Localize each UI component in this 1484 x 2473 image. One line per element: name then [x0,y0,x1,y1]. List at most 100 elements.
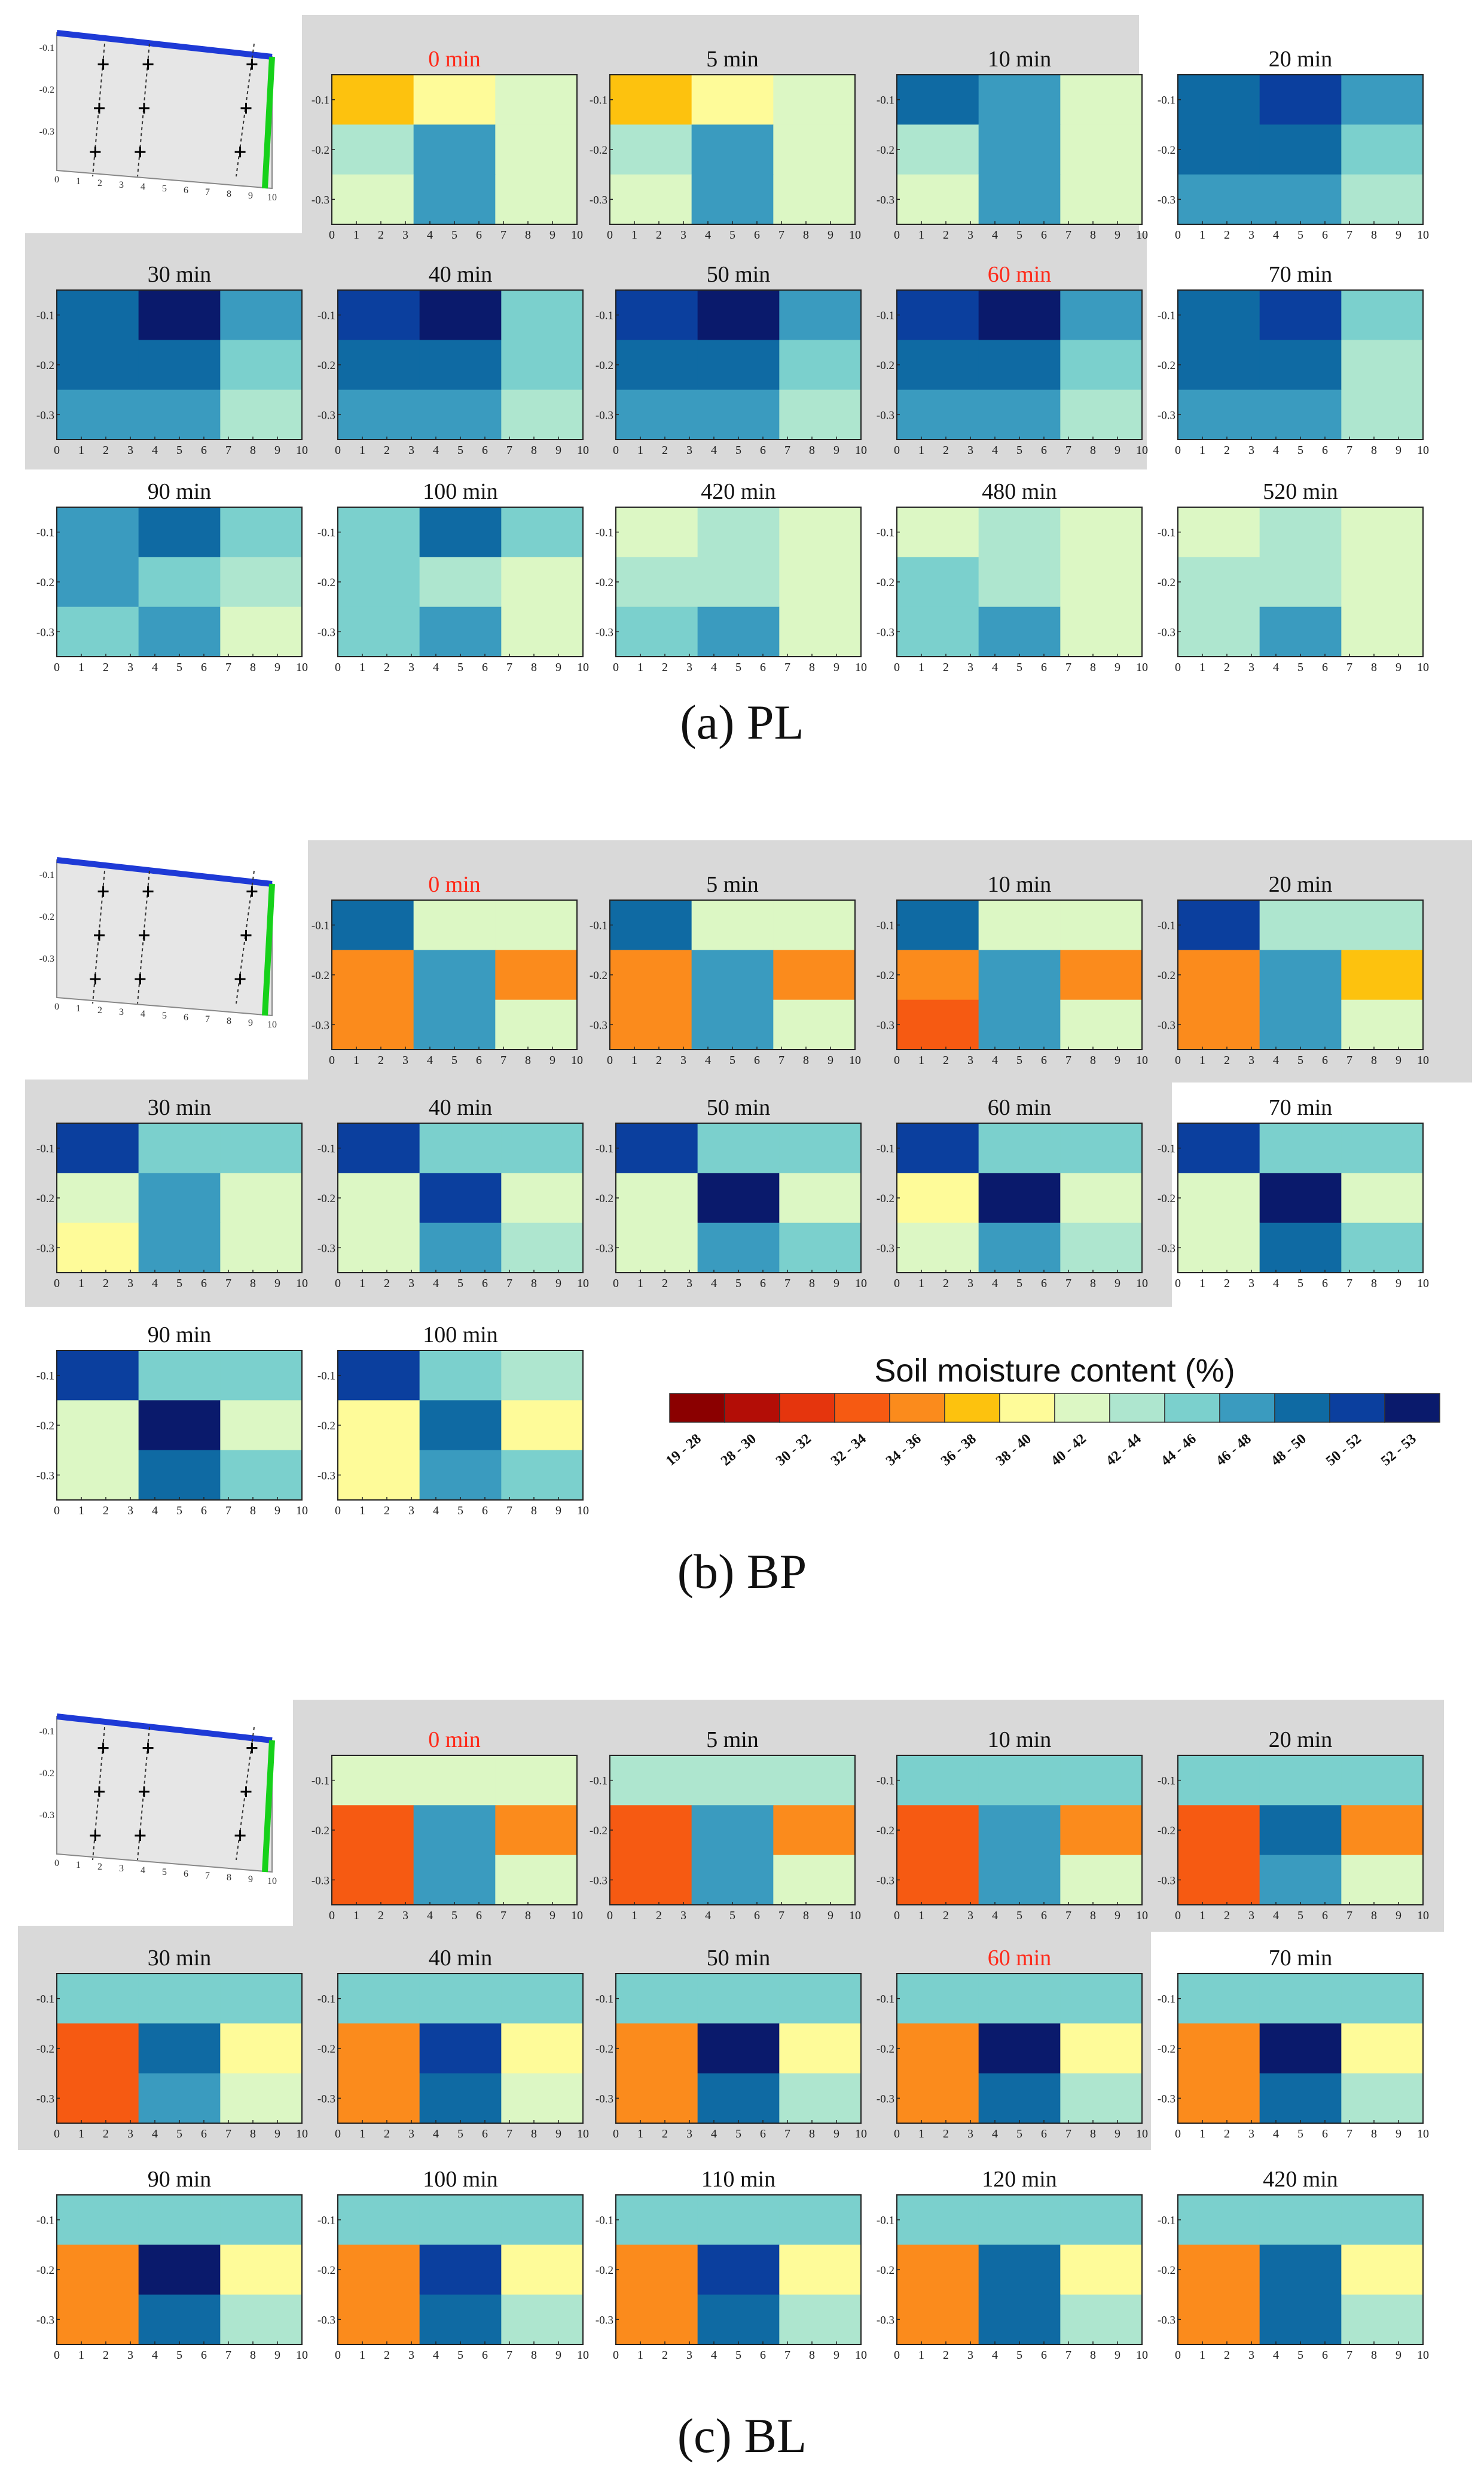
x-tick-label: 10 [849,228,861,242]
heatmap-cell [501,1974,584,2024]
heatmap-cell [1060,1974,1143,2024]
heatmap-cell [495,1805,578,1856]
heatmap-cell [220,1400,303,1451]
heatmap-cell [138,606,221,657]
x-tick-label: 5 [1016,661,1022,674]
y-tick-label: -0.2 [596,359,613,372]
x-tick-label: 4 [1273,228,1279,242]
x-tick-label: 4 [433,2349,439,2362]
heatmap-cell [773,999,856,1050]
legend-label: 28 - 30 [718,1431,759,1469]
x-tick-label: 0 [54,1277,60,1290]
heatmap-cell [1259,1173,1342,1224]
heatmap-cell [897,1755,979,1806]
heatmap-cell [616,1222,698,1273]
heatmap-cell [897,2294,979,2345]
heatmap-cell [138,389,221,440]
sensor-marker [139,102,149,114]
x-tick-label: 1 [631,1054,637,1067]
moisture-map-1-6: -0.1 -0.2 -0.3 0 1 2 3 4 5 6 7 8 9 10 40 min [317,262,589,457]
x-tick-label: 9 [833,1277,839,1290]
heatmap-cell [1341,75,1424,125]
x-tick-label: 0 [607,1054,613,1067]
x-tick-label: 10 [855,2349,867,2362]
map-time-title: 5 min [706,47,759,72]
x-tick-label: 10 [1417,2127,1429,2140]
inset-x-label: 1 [76,176,81,187]
sensor-marker [94,1786,105,1797]
y-tick-label: -0.1 [590,1775,607,1788]
x-tick-label: 1 [637,2349,643,2362]
heatmap-cell [413,900,496,950]
y-tick-label: -0.2 [877,144,894,157]
heatmap-cell [57,340,139,391]
x-tick-label: 7 [500,1909,506,1922]
y-tick-label: -0.2 [877,577,894,589]
x-tick-label: 5 [729,228,735,242]
moisture-map-1-11: -0.1 -0.2 -0.3 0 1 2 3 4 5 6 7 8 9 10 100 min [317,479,589,674]
inset-y-label: -0.3 [39,1810,54,1821]
heatmap-cell [57,389,139,440]
x-tick-label: 7 [506,1504,512,1517]
y-tick-label: -0.2 [877,2043,894,2056]
x-tick-label: 4 [711,444,717,457]
heatmap-cell [1178,950,1260,1001]
x-tick-label: 5 [1297,1909,1303,1922]
heatmap-cell [897,2245,979,2295]
x-tick-label: 9 [555,444,561,457]
heatmap-cell [978,1974,1061,2024]
y-tick-label: -0.2 [1158,1193,1175,1205]
heatmap-cell [978,290,1061,340]
x-tick-label: 8 [1090,444,1096,457]
heatmap-cell [501,2195,584,2245]
heatmap-cell [1259,507,1342,557]
x-tick-label: 2 [1224,2127,1230,2140]
x-tick-label: 5 [1016,1054,1022,1067]
heatmap-cell [1178,900,1260,950]
y-tick-label: -0.1 [36,527,54,539]
x-tick-label: 4 [1273,2349,1279,2362]
x-tick-label: 7 [784,2127,790,2140]
y-tick-label: -0.3 [596,1242,613,1255]
x-tick-label: 3 [967,2127,973,2140]
x-tick-label: 3 [680,1054,686,1067]
y-tick-label: -0.3 [877,2093,894,2105]
heatmap-cell [501,340,584,391]
heatmap-cell [138,1173,221,1224]
x-tick-label: 3 [967,1054,973,1067]
heatmap-cell [616,1974,698,2024]
heatmap-cell [413,124,496,175]
x-tick-label: 0 [1175,228,1181,242]
heatmap-cell [138,1222,221,1273]
y-tick-label: -0.1 [877,94,894,107]
x-tick-label: 4 [992,228,998,242]
heatmap-cell [610,950,692,1001]
inset-x-label: 7 [205,1871,210,1881]
x-tick-label: 3 [686,661,692,674]
heatmap-cell [773,124,856,175]
sensor-marker [139,1786,149,1797]
heatmap-cell [1178,999,1260,1050]
y-tick-label: -0.1 [312,1775,329,1788]
panel-label: (a) PL [680,695,804,749]
heatmap-cell [1178,2294,1260,2345]
x-tick-label: 4 [427,1054,433,1067]
x-tick-label: 10 [577,661,589,674]
y-tick-label: -0.1 [877,1993,894,2006]
heatmap-cell [978,389,1061,440]
heatmap-cell [1178,174,1260,225]
y-tick-label: -0.1 [317,527,335,539]
heatmap-cell [978,1855,1061,1905]
inset-y-label: -0.2 [39,1768,54,1779]
x-tick-label: 9 [1114,228,1120,242]
x-tick-label: 7 [1346,1277,1352,1290]
heatmap-cell [501,1173,584,1224]
heatmap-cell [1341,900,1424,950]
x-tick-label: 0 [1175,1277,1181,1290]
x-tick-label: 0 [613,661,619,674]
heatmap-cell [501,2023,584,2074]
heatmap-cell [779,2294,862,2345]
heatmap-cell [610,999,692,1050]
heatmap-cell [220,1450,303,1501]
x-tick-label: 3 [402,1054,408,1067]
